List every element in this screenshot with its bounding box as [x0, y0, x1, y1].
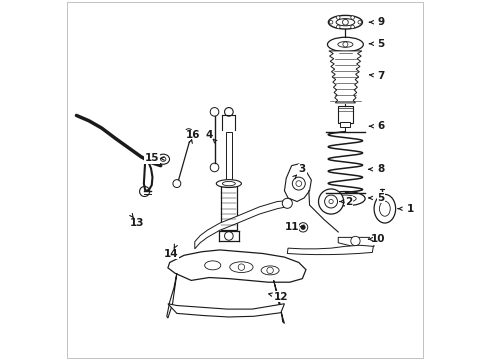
Circle shape [337, 16, 340, 19]
Ellipse shape [261, 266, 279, 275]
Text: 6: 6 [378, 121, 385, 131]
Text: 1: 1 [406, 204, 414, 214]
Circle shape [282, 198, 293, 208]
Text: 16: 16 [186, 130, 200, 140]
Circle shape [318, 189, 343, 214]
Polygon shape [287, 245, 373, 255]
Text: 15: 15 [145, 153, 159, 163]
Text: 5: 5 [378, 193, 385, 203]
Text: 12: 12 [273, 292, 288, 302]
Ellipse shape [327, 37, 364, 51]
Circle shape [267, 267, 273, 274]
Ellipse shape [216, 180, 242, 188]
Circle shape [293, 177, 305, 190]
Ellipse shape [230, 262, 253, 273]
Text: 11: 11 [284, 222, 299, 231]
FancyBboxPatch shape [226, 132, 232, 184]
Text: 5: 5 [378, 39, 385, 49]
Ellipse shape [326, 192, 365, 206]
Polygon shape [329, 51, 362, 103]
Text: 14: 14 [164, 248, 179, 258]
Ellipse shape [161, 157, 166, 161]
Circle shape [238, 264, 245, 270]
Polygon shape [168, 304, 285, 317]
Polygon shape [195, 201, 286, 249]
Circle shape [337, 25, 340, 29]
Ellipse shape [374, 194, 395, 223]
Circle shape [224, 231, 233, 240]
Ellipse shape [328, 15, 363, 29]
Circle shape [173, 180, 181, 188]
FancyBboxPatch shape [341, 122, 350, 127]
Circle shape [343, 42, 348, 47]
Circle shape [140, 186, 149, 197]
Circle shape [343, 19, 348, 25]
Circle shape [298, 223, 308, 232]
Polygon shape [338, 237, 374, 248]
Ellipse shape [157, 154, 170, 164]
Text: 8: 8 [378, 164, 385, 174]
Circle shape [296, 181, 302, 186]
Circle shape [187, 130, 195, 138]
Circle shape [329, 199, 333, 204]
Polygon shape [285, 164, 311, 202]
Text: 13: 13 [130, 218, 145, 228]
Ellipse shape [379, 201, 390, 216]
Text: 10: 10 [370, 234, 385, 244]
FancyBboxPatch shape [338, 107, 353, 123]
Text: 7: 7 [378, 71, 385, 81]
Circle shape [351, 16, 354, 19]
Circle shape [329, 21, 333, 24]
Ellipse shape [338, 41, 353, 47]
FancyBboxPatch shape [221, 184, 237, 230]
Ellipse shape [186, 129, 192, 134]
Circle shape [358, 21, 362, 24]
Polygon shape [274, 280, 285, 323]
Ellipse shape [205, 261, 221, 270]
Text: 2: 2 [345, 197, 353, 207]
Polygon shape [167, 273, 177, 318]
Circle shape [210, 108, 219, 116]
Circle shape [351, 25, 354, 29]
Circle shape [351, 236, 360, 246]
Polygon shape [168, 250, 306, 282]
Text: 4: 4 [205, 130, 213, 140]
Ellipse shape [336, 19, 355, 26]
Ellipse shape [335, 195, 356, 202]
Circle shape [210, 163, 219, 172]
Circle shape [224, 108, 233, 116]
Circle shape [324, 195, 338, 208]
Text: 3: 3 [299, 164, 306, 174]
Circle shape [301, 225, 305, 229]
Text: 9: 9 [378, 17, 385, 27]
Ellipse shape [222, 181, 235, 186]
